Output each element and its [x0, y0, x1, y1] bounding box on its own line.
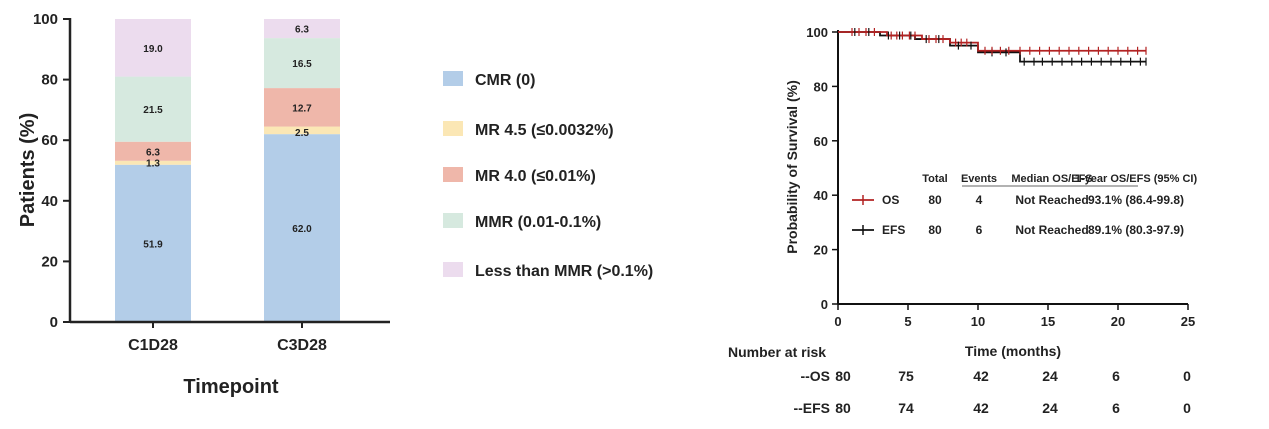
bar-x-axis-title: Timepoint — [183, 376, 279, 398]
summary-header: Median OS/EFS — [1011, 173, 1092, 185]
bar-data-label: 21.5 — [143, 105, 163, 116]
y-tick-label: 0 — [50, 314, 58, 331]
summary-median: Not Reached — [1015, 193, 1088, 207]
km-axes: 0 20 40 60 80 100 0 5 10 15 20 25 — [806, 25, 1195, 329]
bar-data-label: 51.9 — [143, 239, 163, 250]
risk-row-label: --EFS — [793, 400, 830, 416]
y-tick-label: 80 — [41, 72, 58, 89]
km-x-tick-label: 5 — [904, 314, 911, 329]
summary-row-name: OS — [882, 193, 899, 207]
bar-segment — [115, 76, 191, 142]
legend-swatch — [443, 121, 463, 136]
bar-segment — [264, 88, 340, 127]
bar-segment — [264, 126, 340, 135]
bar-data-labels: 51.91.36.321.519.062.02.512.716.56.3 — [143, 25, 312, 251]
legend-label: MMR (0.01-0.1%) — [475, 214, 601, 231]
summary-one-year: 93.1% (86.4-99.8) — [1088, 193, 1184, 207]
summary-row-name: EFS — [882, 223, 905, 237]
km-y-tick-label: 100 — [806, 25, 828, 40]
bar-segment — [115, 164, 191, 322]
risk-value: 42 — [973, 368, 989, 384]
summary-header: Events — [961, 173, 997, 185]
number-at-risk-table: Number at risk --OS 80 75 42 24 6 0 --EFS 80 74 42 2… — [728, 344, 1191, 416]
risk-value: 6 — [1112, 400, 1120, 416]
legend-swatch — [443, 213, 463, 228]
legend-label: MR 4.0 (≤0.01%) — [475, 168, 596, 185]
km-y-tick-label: 20 — [814, 243, 828, 258]
km-x-tick-label: 20 — [1111, 314, 1125, 329]
bar-data-label: 12.7 — [292, 103, 312, 114]
summary-total: 80 — [928, 193, 942, 207]
legend-swatch — [443, 167, 463, 182]
bar-segment — [115, 19, 191, 77]
y-tick-label: 20 — [41, 253, 58, 270]
km-x-tick-label: 0 — [834, 314, 841, 329]
km-x-axis-title: Time (months) — [965, 343, 1061, 359]
bar-data-label: 19.0 — [143, 44, 163, 55]
km-censor-ticks — [851, 28, 1147, 66]
risk-row-label: --OS — [800, 368, 830, 384]
summary-median: Not Reached — [1015, 223, 1088, 237]
legend-label: MR 4.5 (≤0.0032%) — [475, 122, 614, 139]
km-y-tick-label: 0 — [821, 297, 828, 312]
legend-swatch — [443, 71, 463, 86]
bar-segments — [115, 19, 340, 322]
stacked-bar-chart: 51.91.36.321.519.062.02.512.716.56.3 C1D… — [17, 11, 653, 398]
risk-value: 6 — [1112, 368, 1120, 384]
summary-events: 6 — [976, 223, 983, 237]
km-y-axis-title: Probability of Survival (%) — [784, 80, 800, 253]
risk-value: 24 — [1042, 400, 1058, 416]
risk-value: 24 — [1042, 368, 1058, 384]
km-x-tick-label: 10 — [971, 314, 985, 329]
legend-swatch — [443, 262, 463, 277]
risk-value: 80 — [835, 368, 851, 384]
summary-total: 80 — [928, 223, 942, 237]
km-x-tick-label: 25 — [1181, 314, 1195, 329]
risk-value: 0 — [1183, 368, 1191, 384]
km-y-tick-label: 80 — [814, 79, 828, 94]
summary-one-year: 89.1% (80.3-97.9) — [1088, 223, 1184, 237]
km-y-tick-label: 60 — [814, 134, 828, 149]
bar-segment — [264, 19, 340, 39]
x-tick-label: C3D28 — [277, 337, 327, 354]
bar-data-label: 6.3 — [146, 147, 160, 158]
km-x-tick-label: 15 — [1041, 314, 1055, 329]
risk-value: 80 — [835, 400, 851, 416]
legend-label: CMR (0) — [475, 72, 535, 89]
bar-y-axis-title: Patients (%) — [17, 113, 39, 227]
bar-axes: C1D28 C3D28 0 20 40 60 80 100 — [33, 11, 390, 354]
risk-value: 0 — [1183, 400, 1191, 416]
risk-table-title: Number at risk — [728, 344, 826, 360]
y-tick-label: 60 — [41, 132, 58, 149]
bar-data-label: 6.3 — [295, 25, 309, 36]
km-y-tick-label: 40 — [814, 188, 828, 203]
x-tick-label: C1D28 — [128, 337, 178, 354]
y-tick-label: 100 — [33, 11, 58, 28]
risk-value: 42 — [973, 400, 989, 416]
bar-segment — [264, 38, 340, 89]
bar-data-label: 16.5 — [292, 59, 312, 70]
summary-events: 4 — [976, 193, 983, 207]
risk-value: 74 — [898, 400, 914, 416]
bar-legend: CMR (0) MR 4.5 (≤0.0032%) MR 4.0 (≤0.01%) M… — [443, 71, 653, 280]
risk-value: 75 — [898, 368, 914, 384]
bar-segment — [115, 160, 191, 165]
summary-header: Total — [922, 173, 947, 185]
bar-segment — [264, 134, 340, 322]
bar-data-label: 2.5 — [295, 128, 309, 139]
bar-data-label: 1.3 — [146, 159, 160, 170]
y-tick-label: 40 — [41, 193, 58, 210]
bar-data-label: 62.0 — [292, 224, 312, 235]
bar-segment — [115, 141, 191, 161]
legend-label: Less than MMR (>0.1%) — [475, 263, 653, 280]
summary-header: 1-year OS/EFS (95% CI) — [1075, 173, 1198, 185]
